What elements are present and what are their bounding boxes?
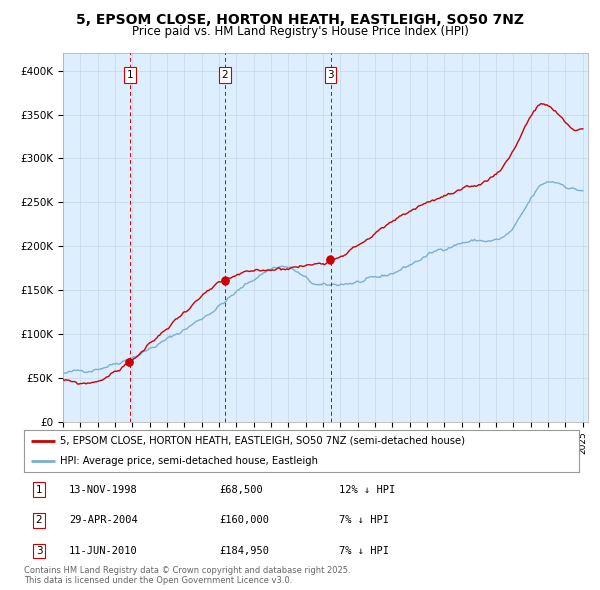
Text: HPI: Average price, semi-detached house, Eastleigh: HPI: Average price, semi-detached house,… (60, 455, 318, 466)
Text: This data is licensed under the Open Government Licence v3.0.: This data is licensed under the Open Gov… (24, 576, 292, 585)
Text: 2: 2 (35, 516, 43, 525)
Text: 3: 3 (327, 70, 334, 80)
Text: £160,000: £160,000 (219, 516, 269, 525)
Text: 13-NOV-1998: 13-NOV-1998 (69, 485, 138, 494)
Text: Contains HM Land Registry data © Crown copyright and database right 2025.: Contains HM Land Registry data © Crown c… (24, 566, 350, 575)
Text: 5, EPSOM CLOSE, HORTON HEATH, EASTLEIGH, SO50 7NZ (semi-detached house): 5, EPSOM CLOSE, HORTON HEATH, EASTLEIGH,… (60, 436, 465, 446)
Text: £184,950: £184,950 (219, 546, 269, 556)
Text: 1: 1 (35, 485, 43, 494)
Text: 11-JUN-2010: 11-JUN-2010 (69, 546, 138, 556)
Text: 3: 3 (35, 546, 43, 556)
Text: 1: 1 (127, 70, 133, 80)
Text: 5, EPSOM CLOSE, HORTON HEATH, EASTLEIGH, SO50 7NZ: 5, EPSOM CLOSE, HORTON HEATH, EASTLEIGH,… (76, 13, 524, 27)
Text: 2: 2 (221, 70, 228, 80)
Text: £68,500: £68,500 (219, 485, 263, 494)
Text: 12% ↓ HPI: 12% ↓ HPI (339, 485, 395, 494)
Text: 29-APR-2004: 29-APR-2004 (69, 516, 138, 525)
Text: 7% ↓ HPI: 7% ↓ HPI (339, 516, 389, 525)
Text: 7% ↓ HPI: 7% ↓ HPI (339, 546, 389, 556)
Text: Price paid vs. HM Land Registry's House Price Index (HPI): Price paid vs. HM Land Registry's House … (131, 25, 469, 38)
